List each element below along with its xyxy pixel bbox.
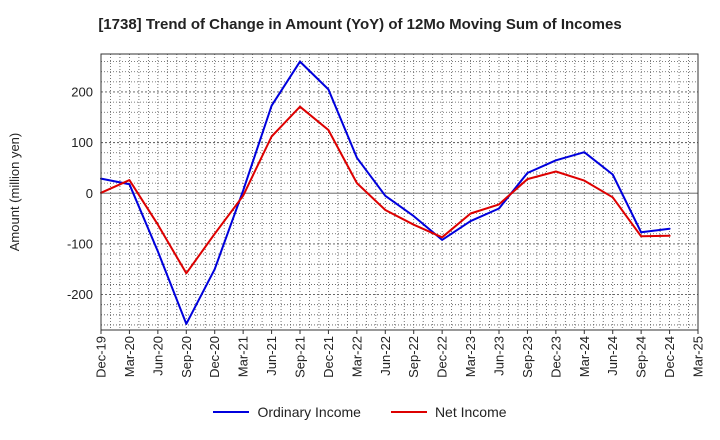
y-axis-title: Amount (million yen) xyxy=(7,133,22,252)
x-tick-label: Mar-20 xyxy=(122,336,137,377)
series-layer xyxy=(100,60,671,325)
x-tick-label: Sep-22 xyxy=(406,336,421,378)
y-tick-label: -200 xyxy=(67,287,93,302)
legend-item-net-income: Net Income xyxy=(390,404,507,420)
x-tick-label: Jun-24 xyxy=(605,336,620,376)
x-tick-label: Dec-19 xyxy=(94,336,109,378)
y-tick-label: -100 xyxy=(67,236,93,251)
x-tick-label: Sep-24 xyxy=(634,336,649,378)
x-tick-label: Dec-21 xyxy=(321,336,336,378)
y-tick-label: 200 xyxy=(71,84,93,99)
legend-label-net-income: Net Income xyxy=(434,404,507,420)
x-tick-label: Dec-22 xyxy=(435,336,450,378)
plot-frame xyxy=(100,53,699,331)
x-tick-label: Mar-22 xyxy=(349,336,364,377)
x-tick-label: Mar-25 xyxy=(691,336,706,377)
legend-item-ordinary-income: Ordinary Income xyxy=(213,404,361,420)
x-tick-label: Dec-20 xyxy=(207,336,222,378)
grid-layer xyxy=(100,54,699,330)
x-tick-label: Mar-24 xyxy=(577,336,592,377)
legend-swatch-net-income xyxy=(390,411,427,413)
legend-label-ordinary-income: Ordinary Income xyxy=(257,404,361,420)
x-tick-label: Mar-23 xyxy=(463,336,478,377)
x-tick-label: Jun-23 xyxy=(492,336,507,376)
axis-layer: -200 -100 0 100 200 Dec-19 Mar-20 Jun-20 Sep-20 D… xyxy=(7,53,706,378)
y-tick-label: 0 xyxy=(86,186,93,201)
legend-swatch-ordinary-income xyxy=(213,411,250,413)
x-tick-label: Dec-23 xyxy=(548,336,563,378)
series-line-net-income xyxy=(100,105,671,275)
x-tick-label: Sep-21 xyxy=(293,336,308,378)
x-tick-label: Mar-21 xyxy=(236,336,251,377)
x-tick-label: Jun-22 xyxy=(378,336,393,376)
y-tick-label: 100 xyxy=(71,135,93,150)
x-tick-label: Jun-20 xyxy=(150,336,165,376)
chart-title: [1738] Trend of Change in Amount (YoY) o… xyxy=(98,16,622,33)
x-tick-label: Jun-21 xyxy=(264,336,279,376)
legend: Ordinary Income Net Income xyxy=(0,404,720,420)
x-tick-label: Sep-20 xyxy=(179,336,194,378)
x-tick-label: Sep-23 xyxy=(520,336,535,378)
series-line-ordinary-income xyxy=(100,60,671,325)
x-tick-label: Dec-24 xyxy=(662,336,677,378)
